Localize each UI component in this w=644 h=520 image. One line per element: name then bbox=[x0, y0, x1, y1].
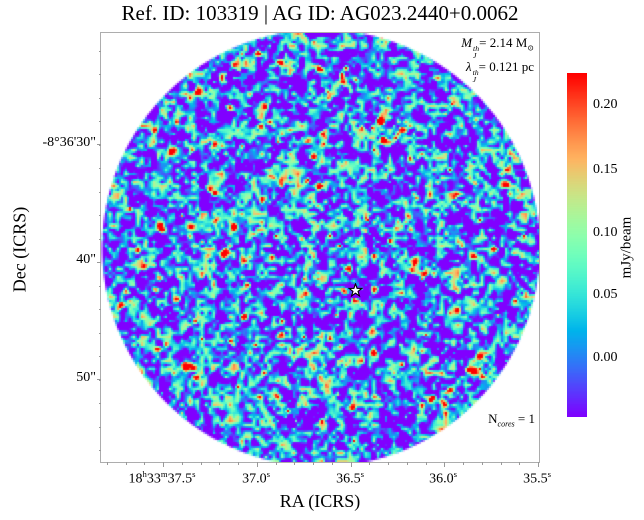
colorbar bbox=[567, 73, 587, 417]
axis-tick bbox=[98, 121, 101, 122]
axis-tick bbox=[406, 462, 408, 465]
axis-tick bbox=[98, 168, 101, 169]
noise-map-canvas bbox=[101, 33, 539, 462]
axis-tick bbox=[96, 144, 101, 145]
axis-tick bbox=[238, 462, 239, 465]
colorbar-tick-label: 0.10 bbox=[593, 225, 618, 240]
x-tick-label: 18h33m37.5s bbox=[128, 469, 196, 487]
axis-tick bbox=[98, 332, 101, 334]
axis-tick bbox=[98, 262, 101, 263]
axis-tick bbox=[481, 462, 483, 465]
axis-tick bbox=[98, 426, 101, 428]
axis-tick bbox=[98, 309, 101, 310]
axis-tick bbox=[98, 238, 101, 240]
axis-tick bbox=[98, 356, 101, 357]
axis-tick bbox=[96, 379, 101, 380]
y-axis-label: Dec (ICRS) bbox=[9, 206, 30, 293]
axis-tick bbox=[331, 462, 333, 465]
axis-tick bbox=[96, 261, 101, 263]
x-tick-label: 37.0s bbox=[242, 469, 270, 487]
axis-tick bbox=[98, 215, 101, 216]
colorbar-tick-label: 0.00 bbox=[593, 350, 618, 365]
axis-tick bbox=[98, 74, 101, 75]
axis-tick bbox=[163, 462, 164, 467]
x-tick-label: 35.5s bbox=[523, 469, 551, 487]
colorbar-tick-label: 0.20 bbox=[593, 97, 618, 112]
colorbar-tick-label: 0.15 bbox=[593, 162, 618, 177]
axis-tick bbox=[519, 462, 521, 465]
axis-tick bbox=[98, 285, 101, 287]
axis-tick bbox=[256, 462, 258, 467]
jeans-length-annotation: λ th J = 0.121 pc bbox=[465, 59, 534, 85]
colorbar-tick-label: 0.05 bbox=[593, 287, 618, 302]
x-tick-label: 36.0s bbox=[429, 469, 457, 487]
axis-tick bbox=[444, 462, 446, 467]
x-tick-label: 36.5s bbox=[336, 469, 364, 487]
y-tick-label: 40" bbox=[76, 252, 96, 267]
axis-tick bbox=[538, 462, 539, 467]
y-tick-label: 50" bbox=[76, 370, 96, 385]
axis-tick bbox=[98, 144, 101, 146]
page-title: Ref. ID: 103319 | AG ID: AG023.2440+0.00… bbox=[121, 1, 519, 25]
y-tick-label: -8°36'30" bbox=[42, 135, 97, 150]
axis-tick bbox=[219, 462, 221, 465]
colorbar-label: mJy/beam bbox=[618, 216, 635, 279]
axis-tick bbox=[144, 462, 146, 465]
axis-tick bbox=[106, 462, 108, 465]
axis-tick bbox=[98, 450, 101, 451]
axis-tick bbox=[313, 462, 314, 465]
n-cores-annotation: Ncores = 1 bbox=[488, 411, 535, 429]
axis-tick bbox=[425, 462, 427, 465]
axis-tick bbox=[98, 191, 101, 193]
axis-tick bbox=[369, 462, 371, 465]
axis-tick bbox=[98, 50, 101, 52]
axis-tick bbox=[98, 379, 101, 381]
axis-tick bbox=[463, 462, 464, 465]
axis-tick bbox=[275, 462, 277, 465]
axis-tick bbox=[125, 462, 127, 465]
star-marker-icon bbox=[348, 283, 363, 298]
axis-tick bbox=[181, 462, 183, 465]
axis-tick bbox=[98, 403, 101, 404]
axis-tick bbox=[500, 462, 502, 465]
axis-tick bbox=[98, 97, 101, 99]
axis-tick bbox=[294, 462, 296, 465]
axis-tick bbox=[200, 462, 202, 465]
axis-tick bbox=[388, 462, 389, 465]
axis-tick bbox=[350, 462, 352, 467]
x-axis-label: RA (ICRS) bbox=[279, 491, 361, 511]
